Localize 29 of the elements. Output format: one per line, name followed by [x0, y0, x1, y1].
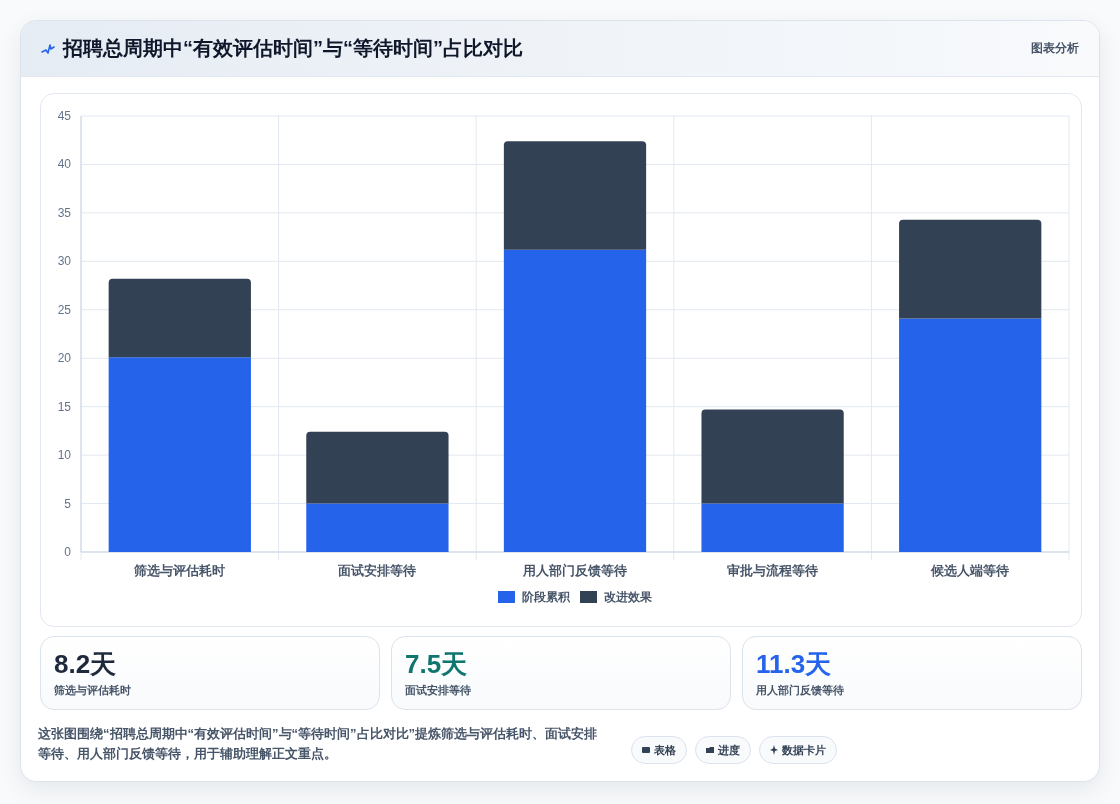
text: 表格	[631, 736, 687, 764]
y-tick-label: 15	[57, 399, 72, 414]
y-tick-label: 5	[64, 496, 72, 511]
chart-title: 招聘总周期中“有效评估时间”与“等待时间”占比对比	[63, 36, 523, 61]
y-tick-label: 30	[57, 254, 72, 269]
x-tick-label: 用人部门反馈等待	[522, 562, 627, 578]
y-tick-label: 40	[57, 157, 72, 172]
text: 11.3天	[756, 649, 832, 679]
x-tick-label: 候选人端等待	[930, 562, 1010, 578]
x-tick-label: 筛选与评估耗时	[133, 562, 226, 578]
text: 用人部门反馈等待	[756, 683, 844, 697]
text: 筛选与评估耗时	[54, 683, 131, 697]
text: 面试安排等待	[405, 683, 471, 697]
y-tick-label: 20	[57, 351, 72, 366]
y-tick-label: 10	[57, 448, 72, 463]
x-tick-label: 审批与流程等待	[727, 562, 819, 578]
text: 进度	[695, 736, 751, 764]
y-tick-label: 35	[57, 205, 72, 220]
text: 数据卡片	[759, 736, 837, 764]
text: 图表分析	[1031, 40, 1079, 56]
legend-label: 阶段累积	[522, 590, 571, 604]
x-tick-label: 面试安排等待	[337, 562, 417, 578]
text: 7.5天	[405, 649, 468, 679]
y-tick-label: 45	[57, 109, 72, 123]
legend-label: 改进效果	[604, 590, 653, 604]
text: 8.2天	[54, 649, 117, 679]
y-tick-label: 0	[64, 545, 72, 559]
text: 这张图围绕“招聘总周期中“有效评估时间”与“等待时间”占比对比”提炼筛选与评估耗时、面试安排等待、用人部门反馈等待，用于辅助理解正文重点。	[38, 725, 598, 763]
y-tick-label: 25	[57, 302, 72, 317]
